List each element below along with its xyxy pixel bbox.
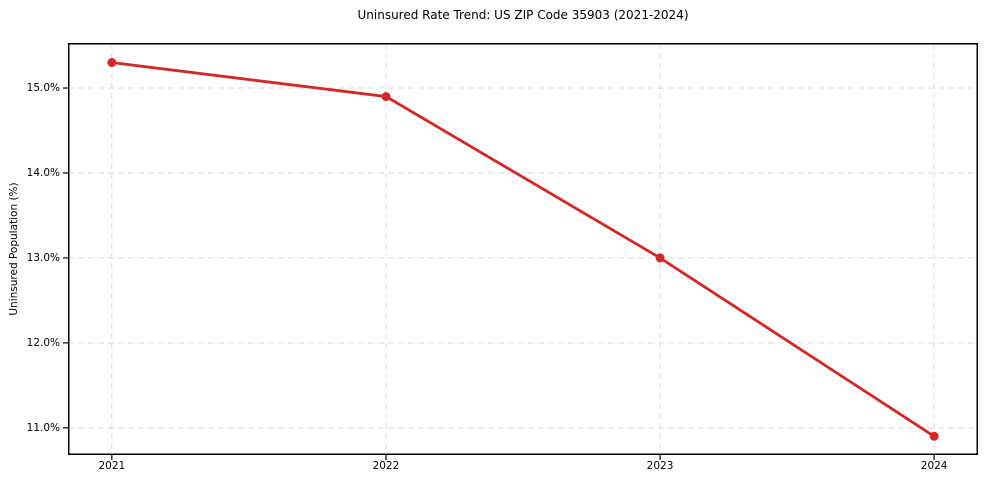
x-tick-label: 2023: [646, 460, 674, 472]
plot-area: [63, 43, 978, 460]
data-point-2021: [107, 58, 117, 68]
data-point-2022: [381, 92, 391, 102]
x-tick-label: 2024: [920, 460, 948, 472]
line-chart-svg: [63, 43, 978, 460]
data-point-2024: [929, 431, 939, 441]
y-tick-label: 15.0%: [26, 82, 60, 95]
y-tick-label: 14.0%: [26, 166, 60, 179]
trend-line: [110, 61, 936, 438]
data-point-2023: [655, 253, 665, 263]
y-tick-label: 11.0%: [26, 421, 60, 434]
x-tick-label: 2022: [372, 460, 400, 472]
y-axis-tick-labels: 11.0% 12.0% 13.0% 14.0% 15.0%: [0, 43, 60, 455]
y-tick-label: 12.0%: [26, 336, 60, 349]
chart-title: Uninsured Rate Trend: US ZIP Code 35903 …: [357, 8, 689, 22]
x-axis-tick-labels: 2021 2022 2023 2024: [68, 459, 978, 479]
y-tick-label: 13.0%: [26, 251, 60, 264]
plot-border: [68, 43, 978, 455]
x-tick-label: 2021: [98, 460, 126, 472]
